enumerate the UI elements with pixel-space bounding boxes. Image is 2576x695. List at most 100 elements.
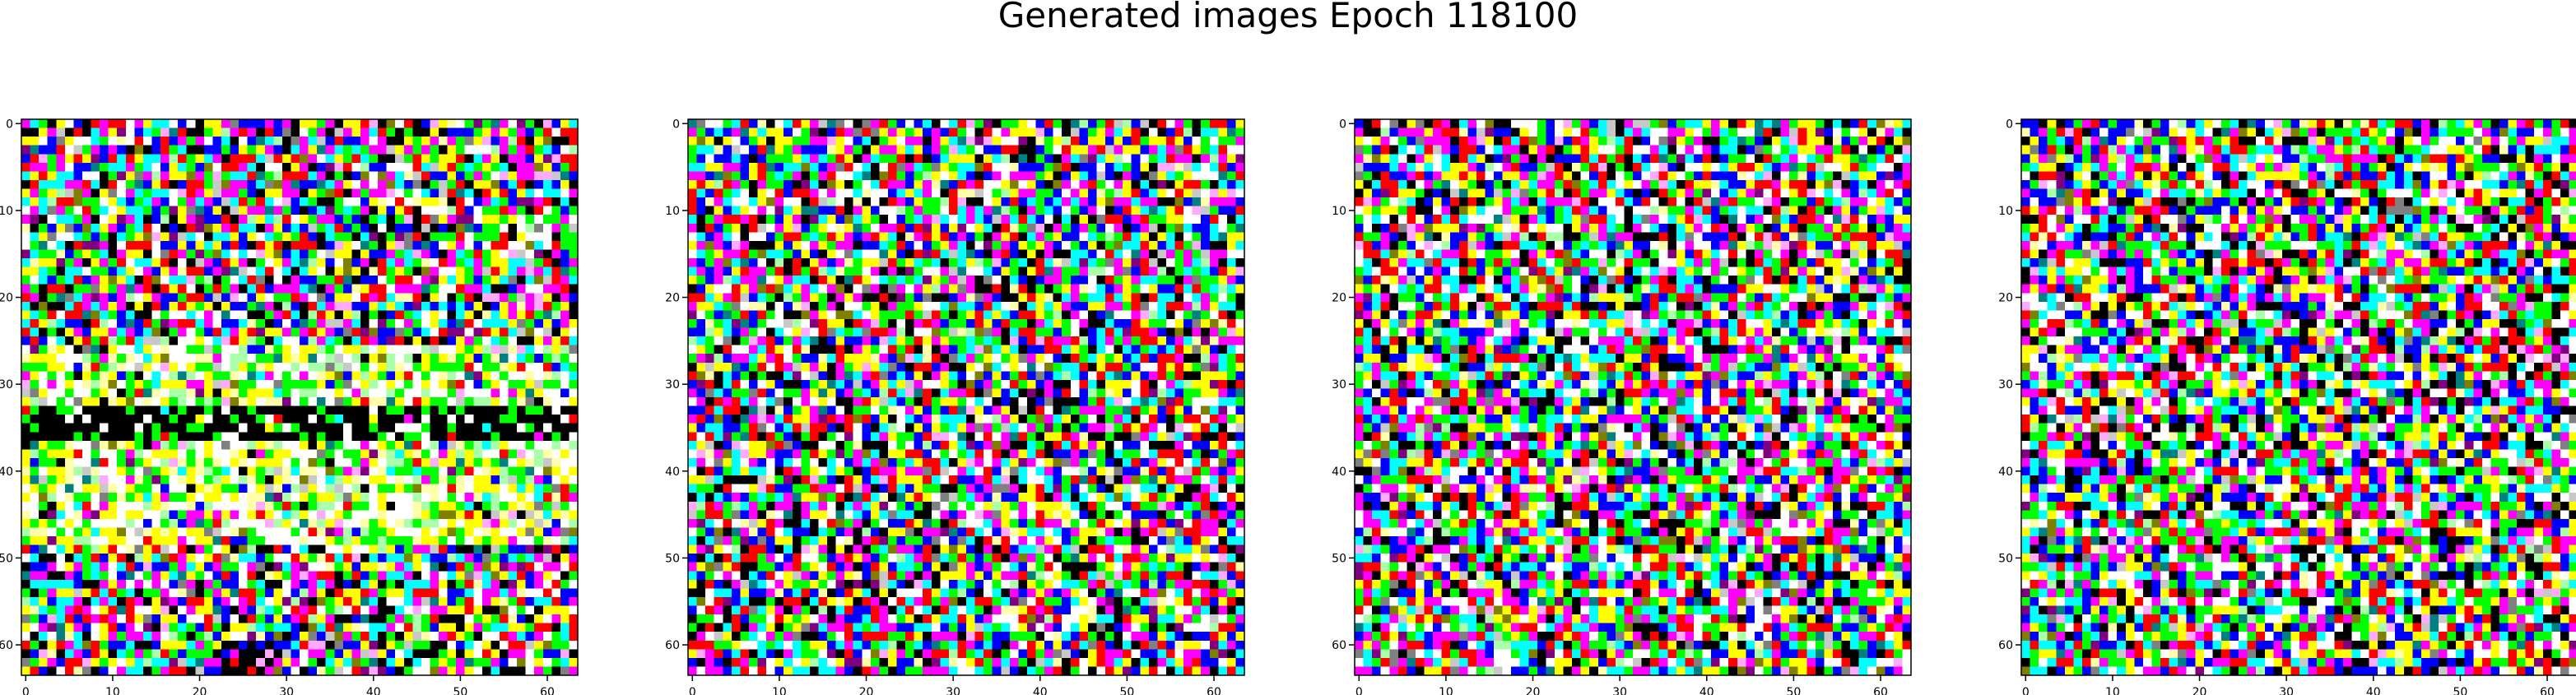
pixel-cell <box>264 527 274 537</box>
pixel-cell <box>1070 197 1080 207</box>
pixel-cell <box>430 397 439 406</box>
pixel-cell <box>499 240 509 250</box>
pixel-cell <box>569 657 579 667</box>
pixel-cell <box>308 276 318 285</box>
pixel-cell <box>473 518 483 528</box>
pixel-cell <box>239 397 249 406</box>
pixel-cell <box>291 179 300 189</box>
pixel-cell <box>264 206 274 215</box>
pixel-cell <box>464 162 474 172</box>
pixel-cell <box>64 119 74 128</box>
pixel-cell <box>1079 145 1089 155</box>
pixel-cell <box>1087 197 1097 207</box>
pixel-cell <box>534 588 544 598</box>
pixel-cell <box>64 223 74 233</box>
pixel-cell <box>151 362 161 372</box>
pixel-cell <box>169 232 179 242</box>
pixel-cell <box>151 154 161 164</box>
pixel-cell <box>256 527 266 537</box>
pixel-cell <box>334 632 344 642</box>
pixel-cell <box>818 171 828 181</box>
pixel-cell <box>64 137 74 146</box>
pixel-cell <box>30 449 40 459</box>
pixel-cell <box>342 336 352 346</box>
pixel-cell <box>273 240 283 250</box>
pixel-cell <box>256 554 266 563</box>
pixel-cell <box>81 554 91 563</box>
pixel-cell <box>195 379 205 389</box>
pixel-cell <box>551 666 561 676</box>
pixel-cell <box>421 284 430 294</box>
pixel-cell <box>534 614 544 624</box>
pixel-cell <box>1044 215 1054 225</box>
pixel-cell <box>300 215 309 225</box>
pixel-cell <box>56 423 66 433</box>
pixel-cell <box>430 588 439 598</box>
pixel-cell <box>1148 179 1158 189</box>
pixel-cell <box>1087 162 1097 172</box>
pixel-cell <box>862 232 872 242</box>
pixel-cell <box>1053 223 1062 233</box>
pixel-cell <box>517 614 527 624</box>
pixel-cell <box>1018 188 1028 198</box>
pixel-cell <box>212 171 222 181</box>
pixel-cell <box>256 119 266 128</box>
pixel-cell <box>386 119 396 128</box>
pixel-cell <box>378 432 388 442</box>
pixel-cell <box>517 318 527 328</box>
pixel-cell <box>203 449 213 459</box>
pixel-cell <box>412 493 422 503</box>
pixel-cell <box>456 527 466 537</box>
pixel-cell <box>369 493 379 503</box>
pixel-cell <box>948 171 958 181</box>
pixel-cell <box>931 223 941 233</box>
pixel-cell <box>91 137 100 146</box>
pixel-cell <box>247 623 257 632</box>
pixel-cell <box>300 405 309 415</box>
pixel-cell <box>39 640 49 650</box>
pixel-cell <box>291 327 300 337</box>
pixel-cell <box>273 649 283 659</box>
pixel-cell <box>30 362 40 372</box>
pixel-cell <box>386 623 396 632</box>
pixel-cell <box>325 666 335 676</box>
pixel-cell <box>360 127 370 137</box>
pixel-cell <box>239 544 249 554</box>
pixel-cell <box>430 197 439 207</box>
pixel-cell <box>386 440 396 450</box>
pixel-cell <box>91 318 100 328</box>
pixel-cell <box>334 223 344 233</box>
pixel-cell <box>47 666 57 676</box>
pixel-cell <box>748 223 758 233</box>
pixel-cell <box>844 145 854 155</box>
pixel-cell <box>360 466 370 476</box>
pixel-cell <box>853 215 863 225</box>
pixel-cell <box>178 119 188 128</box>
pixel-cell <box>151 345 161 354</box>
pixel-cell <box>317 579 327 589</box>
pixel-cell <box>369 501 379 511</box>
pixel-cell <box>534 154 544 164</box>
pixel-cell <box>696 127 706 137</box>
pixel-cell <box>247 466 257 476</box>
pixel-cell <box>178 666 188 676</box>
pixel-cell <box>412 640 422 650</box>
pixel-cell <box>239 457 249 467</box>
pixel-cell <box>91 640 100 650</box>
pixel-cell <box>239 293 249 303</box>
pixel-cell <box>195 362 205 372</box>
pixel-cell <box>221 249 230 259</box>
pixel-cell <box>264 301 274 311</box>
pixel-cell <box>499 345 509 354</box>
pixel-cell <box>723 171 732 181</box>
pixel-cell <box>230 457 239 467</box>
pixel-cell <box>300 432 309 442</box>
pixel-cell <box>464 301 474 311</box>
pixel-cell <box>342 579 352 589</box>
pixel-cell <box>281 510 291 520</box>
pixel-cell <box>360 605 370 615</box>
pixel-cell <box>1140 154 1150 164</box>
pixel-cell <box>421 666 430 676</box>
pixel-cell <box>256 596 266 606</box>
pixel-cell <box>47 379 57 389</box>
